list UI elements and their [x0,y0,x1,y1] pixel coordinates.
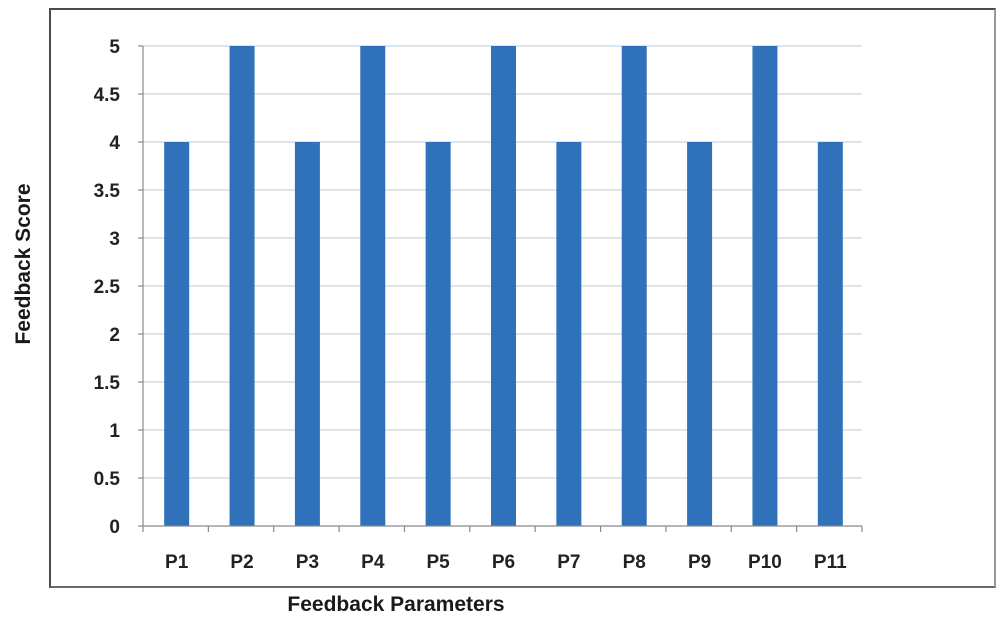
y-tick-label-1: 0.5 [94,469,121,490]
axes [138,45,863,532]
bar-p6 [491,46,516,526]
y-tick-label-7: 3.5 [94,181,121,202]
bars [164,46,843,526]
y-tick-label-2: 1 [109,421,120,442]
bar-p9 [687,142,713,526]
bar-p4 [360,46,386,526]
x-tick-label-p1: P1 [165,552,189,573]
bar-p5 [425,142,451,526]
y-tick-label-9: 4.5 [94,85,121,106]
y-axis-title: Feedback Score [12,183,35,344]
bar-p8 [621,46,647,526]
bar-p10 [752,46,778,526]
x-tick-label-p6: P6 [492,552,515,573]
x-tick-label-p7: P7 [557,552,580,573]
x-tick-label-p2: P2 [230,552,253,573]
x-tick-label-p9: P9 [688,552,711,573]
bar-p11 [817,142,843,526]
bar-p1 [164,142,190,526]
x-tick-label-p10: P10 [748,552,782,573]
x-tick-label-p8: P8 [623,552,646,573]
x-tick-labels: P1 P2 P3 P4 P5 P6 P7 P8 P9 P10 P11 [165,552,847,573]
bar-p7 [556,142,582,526]
x-tick-label-p3: P3 [296,552,319,573]
y-tick-label-4: 2 [109,325,120,346]
y-tick-label-6: 3 [109,229,120,250]
x-tick-label-p4: P4 [361,552,385,573]
y-tick-labels: 0 0.5 1 1.5 2 2.5 3 3.5 4 4.5 5 [94,37,121,538]
y-tick-label-10: 5 [109,37,120,58]
y-tick-label-3: 1.5 [94,373,121,394]
x-tick-label-p11: P11 [814,552,847,573]
y-tick-label-5: 2.5 [94,277,121,298]
x-axis-title: Feedback Parameters [287,593,504,616]
y-tick-label-8: 4 [109,133,120,154]
bar-p2 [229,46,255,526]
y-tick-label-0: 0 [109,517,120,538]
x-tick-label-p5: P5 [427,552,451,573]
bar-p3 [294,142,320,526]
